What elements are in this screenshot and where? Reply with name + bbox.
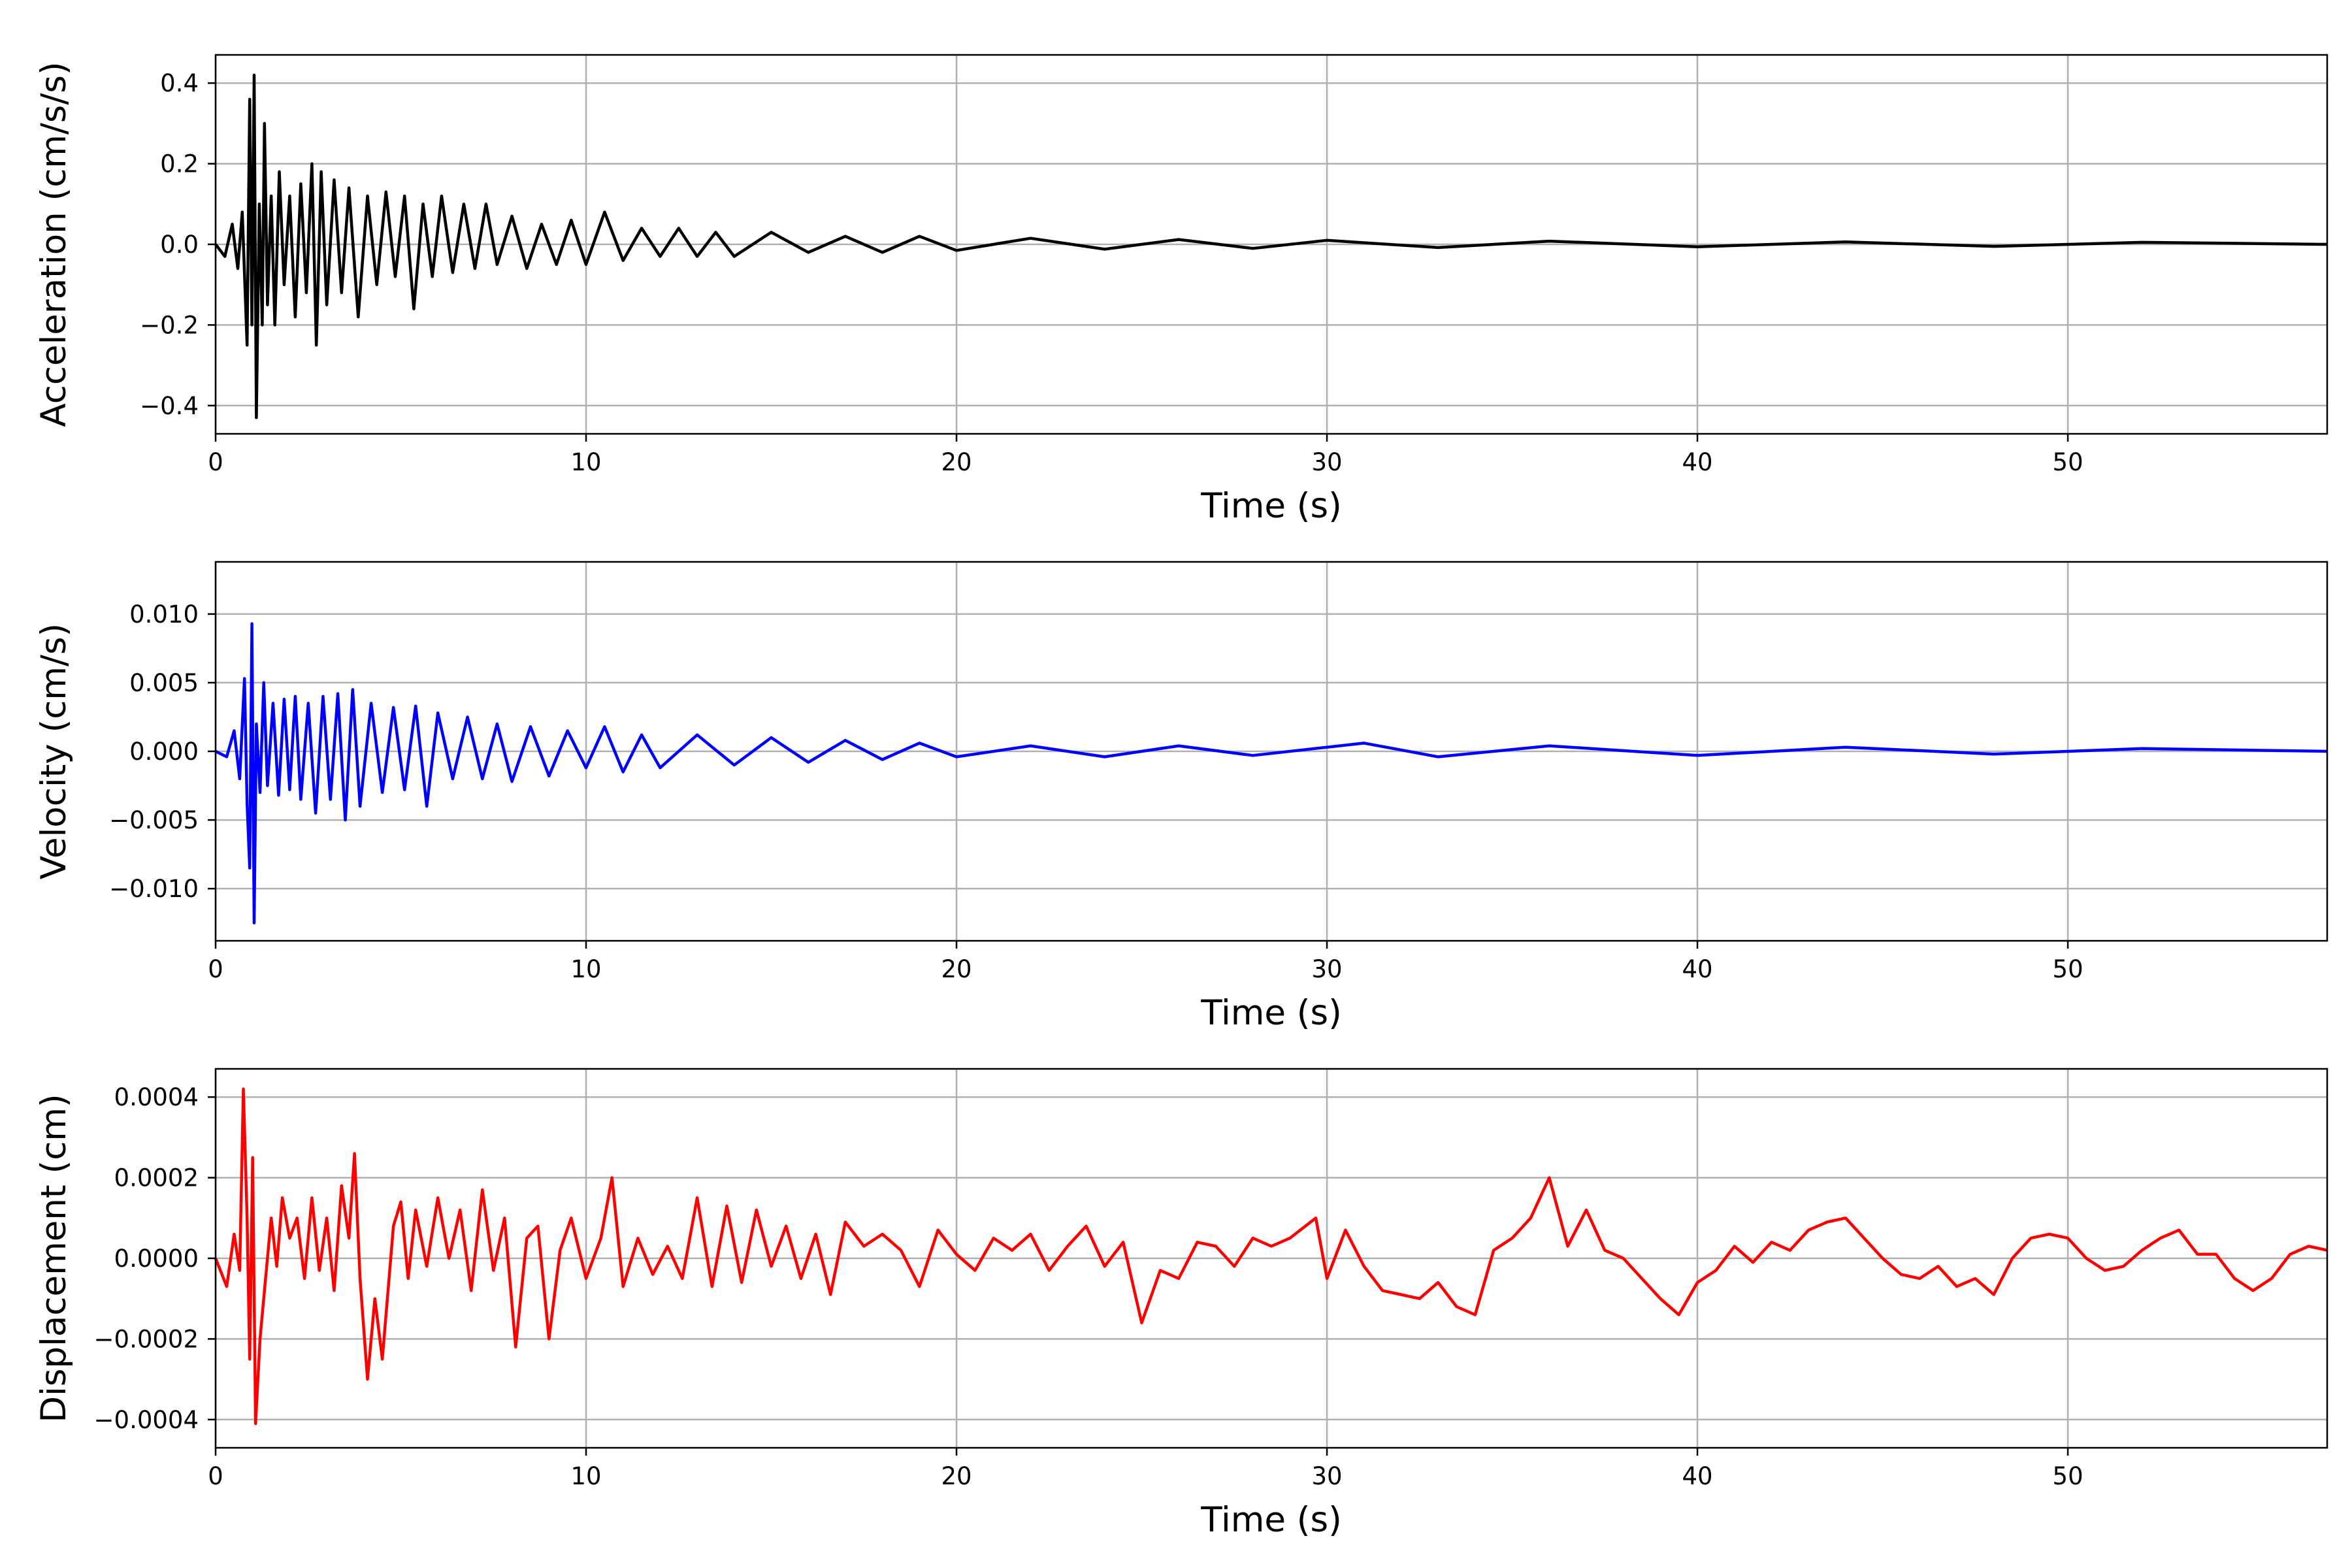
y-tick-label: 0.0000 [114,1245,199,1273]
y-tick-label: −0.0002 [94,1325,199,1353]
x-tick-label: 10 [570,1462,601,1490]
y-tick-label: −0.2 [140,311,199,339]
series-line-1 [215,622,2328,924]
x-tick-label: 50 [2053,448,2083,476]
y-tick-label: 0.2 [160,150,199,178]
x-axis-label: Time (s) [1200,486,1342,526]
series-line-1 [214,1087,2328,1426]
x-tick-label: 10 [570,955,601,983]
x-tick-label: 10 [570,448,601,476]
x-axis-label: Time (s) [1200,993,1342,1033]
y-tick-label: −0.005 [109,806,199,834]
x-tick-label: 30 [1312,955,1343,983]
x-tick-label: 20 [941,448,972,476]
y-tick-label: −0.4 [140,392,199,420]
x-tick-label: 0 [208,955,223,983]
x-tick-label: 0 [208,448,223,476]
x-tick-label: 50 [2053,955,2083,983]
x-tick-label: 0 [208,1462,223,1490]
x-tick-label: 40 [1682,955,1713,983]
x-axis-label: Time (s) [1200,1500,1342,1540]
panel-3: 0 10 20 30 40 50 −0.0004 −0.0002 0.0000 0.0002 0.0… [34,1068,2328,1540]
series-line-1 [214,73,2328,419]
y-axis-label: Velocity (cm/s) [34,623,74,879]
panel-1: 0 10 20 30 40 50 −0.4 −0.2 0.0 0.2 0.4 Time (s) Acce… [34,54,2328,526]
x-tick-label: 20 [941,1462,972,1490]
x-tick-label: 40 [1682,1462,1713,1490]
x-tick-label: 20 [941,955,972,983]
y-tick-label: 0.0004 [114,1083,199,1111]
y-tick-label: 0.0002 [114,1164,199,1192]
y-tick-label: 0.0 [160,231,199,259]
y-axis-label: Acceleration (cm/s/s) [34,61,74,427]
y-tick-label: 0.010 [129,600,199,629]
y-axis-label: Displacement (cm) [34,1094,74,1422]
x-tick-label: 30 [1312,1462,1343,1490]
x-tick-label: 40 [1682,448,1713,476]
y-tick-label: 0.005 [129,669,199,697]
y-tick-label: −0.010 [109,875,199,903]
x-tick-label: 30 [1312,448,1343,476]
y-tick-label: 0.4 [160,69,199,97]
y-tick-label: 0.000 [129,738,199,766]
x-tick-label: 50 [2053,1462,2083,1490]
panel-2: 0 10 20 30 40 50 −0.010 −0.005 0.000 0.005 0.010 Ti… [34,561,2328,1033]
y-tick-label: −0.0004 [94,1406,199,1434]
